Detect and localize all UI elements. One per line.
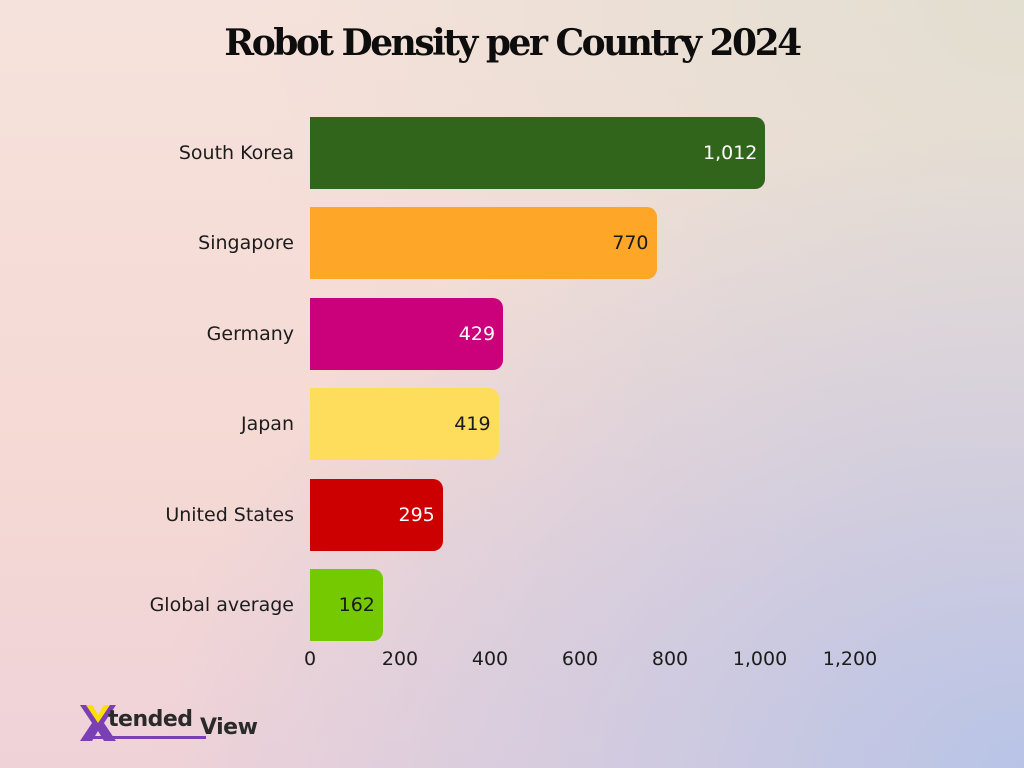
- bar: 1,012: [310, 117, 766, 189]
- value-label: 419: [454, 413, 491, 436]
- bar: 295: [310, 478, 443, 551]
- chart-title: Robot Density per Country 2024: [224, 22, 802, 64]
- value-label: 770: [612, 232, 649, 255]
- brand-logo: tended View: [78, 703, 268, 745]
- x-axis-tick: 1,200: [822, 648, 878, 670]
- bar-row: Germany 429: [0, 297, 1024, 370]
- bar-row: Singapore 770: [0, 207, 1024, 280]
- category-label: Japan: [241, 413, 294, 436]
- value-label: 429: [458, 322, 496, 345]
- category-label: Global average: [149, 594, 294, 616]
- bar: 429: [310, 297, 504, 370]
- category-label: South Korea: [178, 142, 294, 164]
- bar-row: Japan 419: [0, 388, 1024, 461]
- value-label: 1,012: [702, 142, 758, 164]
- value-label: 162: [338, 594, 375, 616]
- bar: 770: [310, 207, 657, 280]
- category-label: Germany: [206, 322, 294, 345]
- bar-row: South Korea 1,012: [0, 117, 1024, 189]
- logo-underline: [88, 736, 206, 739]
- value-label: 295: [398, 503, 435, 526]
- category-label: Singapore: [198, 232, 294, 255]
- bar-row: United States 295: [0, 478, 1024, 551]
- x-mark-icon: [80, 705, 116, 741]
- logo-text-tended: tended: [108, 707, 193, 732]
- bar: 162: [310, 569, 383, 641]
- x-axis-tick: 200: [381, 648, 419, 670]
- x-axis-tick: 1,000: [732, 648, 788, 670]
- logo-text-view: View: [200, 715, 258, 740]
- x-axis-tick: 600: [561, 648, 599, 670]
- category-label: United States: [165, 503, 294, 526]
- bar-row: Global average 162: [0, 569, 1024, 641]
- x-axis-tick: 0: [303, 648, 317, 670]
- x-axis-tick: 400: [471, 648, 509, 670]
- bar: 419: [310, 388, 499, 461]
- x-axis-tick: 800: [651, 648, 689, 670]
